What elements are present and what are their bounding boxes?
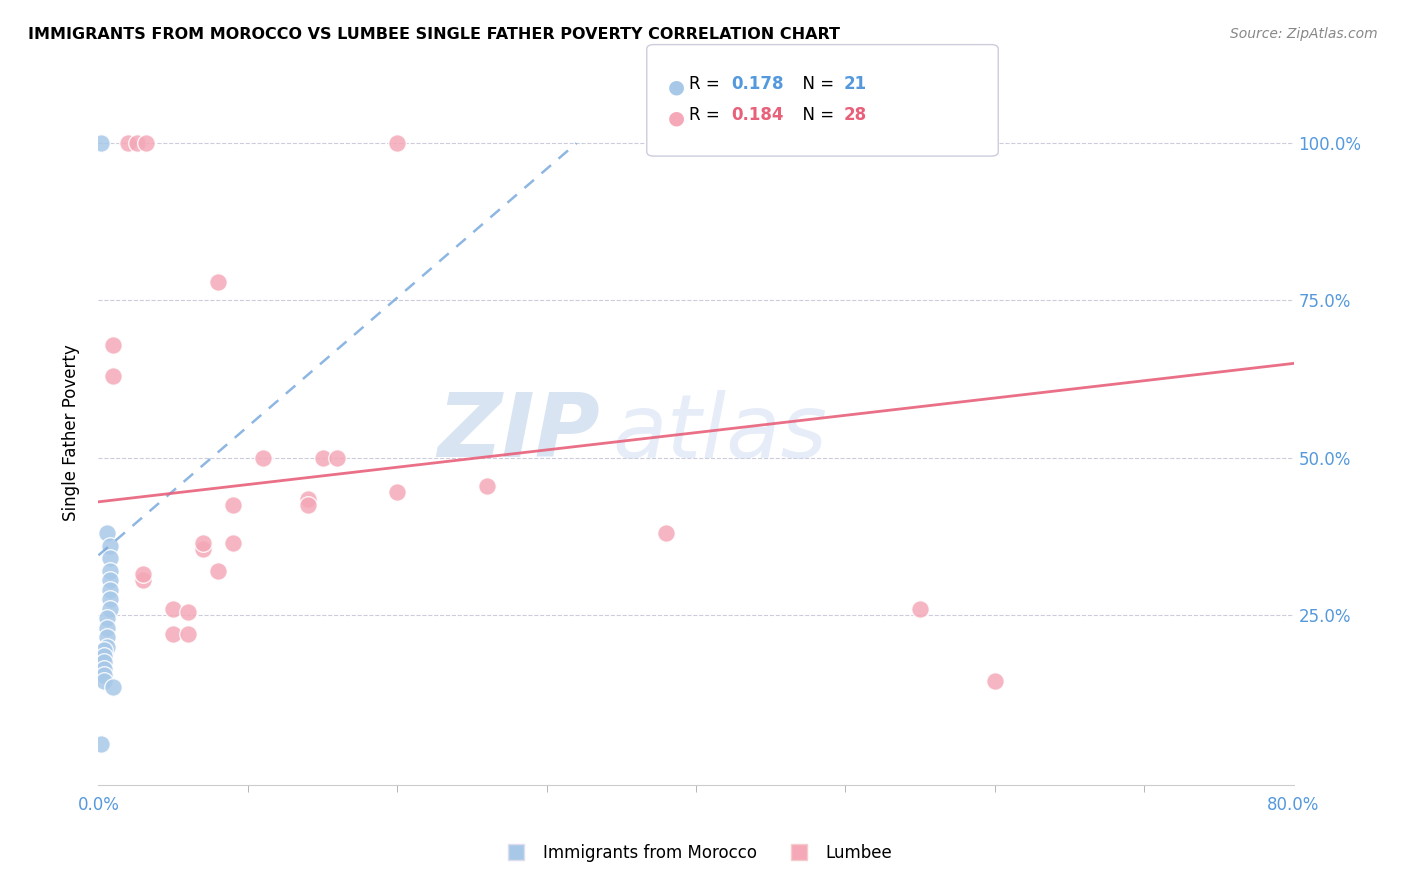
Point xyxy=(93,642,115,657)
Point xyxy=(127,136,149,151)
Text: ZIP: ZIP xyxy=(437,389,600,476)
Point xyxy=(103,369,125,384)
Legend: Immigrants from Morocco, Lumbee: Immigrants from Morocco, Lumbee xyxy=(494,837,898,868)
Point xyxy=(475,479,498,493)
Point xyxy=(311,450,333,465)
Point xyxy=(191,535,214,549)
Point xyxy=(326,450,349,465)
Point xyxy=(385,485,409,500)
Point xyxy=(90,136,112,151)
Point xyxy=(207,275,229,289)
Point xyxy=(177,627,200,641)
Point xyxy=(90,737,112,751)
Text: atlas: atlas xyxy=(613,390,827,475)
Point xyxy=(93,668,115,682)
Point xyxy=(132,574,155,588)
Point xyxy=(98,574,122,588)
Point xyxy=(98,602,122,616)
Text: N =: N = xyxy=(792,75,839,93)
Point xyxy=(103,337,125,351)
Point xyxy=(93,648,115,663)
Point xyxy=(98,592,122,607)
Text: 0.184: 0.184 xyxy=(731,106,783,124)
Point xyxy=(93,674,115,689)
Point xyxy=(135,136,157,151)
Point xyxy=(162,602,184,616)
Y-axis label: Single Father Poverty: Single Father Poverty xyxy=(62,344,80,521)
Point xyxy=(96,640,118,654)
Point xyxy=(222,535,245,549)
Point xyxy=(162,627,184,641)
Point xyxy=(297,498,319,512)
Text: ●: ● xyxy=(668,109,685,128)
Text: ●: ● xyxy=(668,78,685,96)
Point xyxy=(117,136,139,151)
Point xyxy=(93,655,115,669)
Point xyxy=(96,611,118,625)
Point xyxy=(177,605,200,619)
Point xyxy=(297,491,319,506)
Point xyxy=(96,621,118,635)
Point xyxy=(96,630,118,644)
Point xyxy=(655,526,678,541)
Point xyxy=(98,582,122,597)
Point xyxy=(98,564,122,578)
Text: 0.178: 0.178 xyxy=(731,75,783,93)
Point xyxy=(191,541,214,556)
Point xyxy=(908,602,931,616)
Point xyxy=(98,539,122,553)
Point xyxy=(103,681,125,695)
Text: IMMIGRANTS FROM MOROCCO VS LUMBEE SINGLE FATHER POVERTY CORRELATION CHART: IMMIGRANTS FROM MOROCCO VS LUMBEE SINGLE… xyxy=(28,27,841,42)
Point xyxy=(98,551,122,566)
Point xyxy=(984,674,1007,689)
Text: R =: R = xyxy=(689,106,725,124)
Point xyxy=(385,136,409,151)
Point xyxy=(252,450,274,465)
Point xyxy=(207,564,229,578)
Point xyxy=(96,526,118,541)
Text: 28: 28 xyxy=(844,106,866,124)
Point xyxy=(222,498,245,512)
Text: 21: 21 xyxy=(844,75,866,93)
Point xyxy=(93,662,115,676)
Text: R =: R = xyxy=(689,75,725,93)
Text: Source: ZipAtlas.com: Source: ZipAtlas.com xyxy=(1230,27,1378,41)
Text: N =: N = xyxy=(792,106,839,124)
Point xyxy=(132,567,155,582)
